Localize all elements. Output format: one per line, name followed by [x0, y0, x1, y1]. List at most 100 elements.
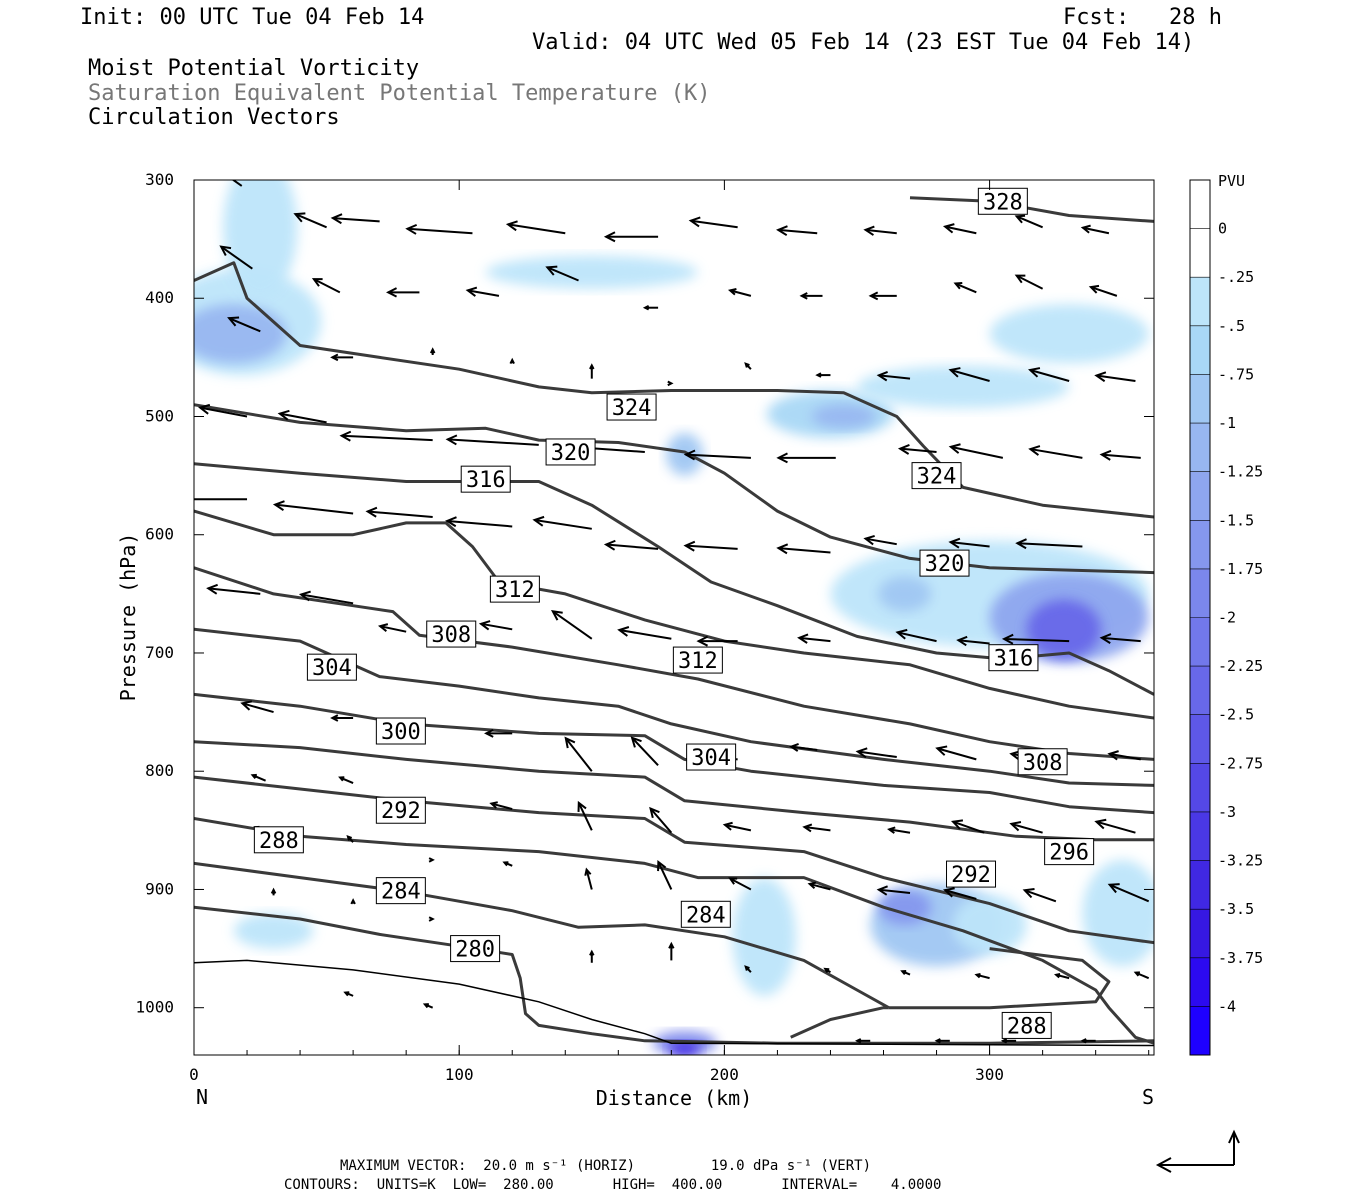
vector-head	[532, 515, 545, 527]
vector-shaft	[507, 223, 566, 235]
vector-head	[603, 231, 616, 243]
contour-label: 304	[691, 746, 731, 771]
vector-shaft	[1096, 374, 1136, 383]
vector-shaft	[950, 369, 990, 382]
colorbar-label: -4	[1218, 997, 1236, 1015]
contour-label-box	[375, 796, 426, 824]
vector-head	[240, 700, 253, 711]
vector-head	[484, 728, 494, 738]
vector-shaft	[937, 747, 977, 761]
vector-shaft	[1090, 286, 1118, 297]
vector-head	[293, 212, 306, 223]
vector-head	[1099, 633, 1112, 644]
colorbar-bin	[1190, 714, 1210, 764]
vector-head	[683, 449, 696, 461]
vector-head	[377, 623, 389, 632]
vector-shaft	[685, 544, 738, 550]
vector-head	[1080, 224, 1091, 234]
x-tick-label: 200	[710, 1065, 739, 1084]
vector-head	[365, 506, 378, 518]
vector-head	[1028, 367, 1041, 378]
pv-blob	[194, 304, 287, 364]
max-vector-note: MAXIMUM VECTOR: 20.0 m s⁻¹ (HORIZ) 19.0 …	[340, 1158, 872, 1174]
vector-head	[657, 859, 667, 872]
contour-label-box	[375, 717, 426, 745]
vector-head	[895, 628, 908, 640]
pv-blob	[223, 180, 298, 299]
field-theta-title: Saturation Equivalent Potential Temperat…	[88, 81, 711, 106]
vector-shaft	[952, 820, 985, 834]
contour-label-box	[1001, 1011, 1052, 1039]
vector-shaft	[447, 438, 539, 446]
vector-head	[1014, 214, 1026, 224]
vector-shaft	[809, 882, 831, 891]
vector-shaft	[944, 889, 977, 900]
vector-head	[855, 1038, 862, 1044]
vector-head	[823, 967, 830, 973]
vector-head	[688, 216, 701, 228]
pv-colorbar: 0 -.25 -.5 -.75 -1 -1.25 -1.5 -1.75 -2 -2.25 -2.5 -…	[1189, 179, 1263, 1056]
vector-head	[339, 430, 352, 442]
vector-head	[338, 776, 345, 782]
vector-head	[943, 887, 955, 898]
vector-head	[1000, 1038, 1008, 1044]
vector-shaft	[619, 628, 672, 640]
vector-shaft	[407, 227, 473, 235]
vector-head	[1001, 633, 1014, 645]
vector-shaft	[341, 434, 433, 442]
vector-head	[876, 371, 888, 382]
vector-shaft	[865, 228, 897, 235]
vector-shaft	[565, 737, 593, 772]
vector-head	[974, 972, 981, 979]
vector-head	[346, 835, 353, 841]
vector-shaft	[1016, 274, 1044, 290]
vector-shaft	[649, 807, 673, 834]
pv-blob	[668, 1041, 701, 1055]
theta-contour	[194, 692, 1154, 815]
forecast-hour: Fcst: 28 h	[1063, 5, 1222, 30]
contour-label: 292	[951, 863, 991, 888]
contour-label-box	[680, 900, 731, 928]
vector-head	[617, 626, 630, 637]
vector-head	[863, 225, 875, 236]
colorbar-label: -1.75	[1218, 560, 1263, 578]
colorbar-bin	[1190, 909, 1210, 959]
colorbar-bin	[1190, 957, 1210, 1007]
vector-head	[445, 434, 458, 446]
vector-shaft	[878, 888, 911, 895]
colorbar-bin	[1190, 374, 1210, 424]
y-tick-label: 800	[145, 761, 174, 780]
vector-shaft	[1135, 971, 1150, 980]
vector-head	[1015, 538, 1027, 550]
colorbar-label: -3	[1218, 803, 1236, 821]
vector-head	[445, 516, 457, 528]
vector-head	[386, 287, 398, 298]
vector-head	[1107, 883, 1120, 894]
vector-head	[1133, 971, 1140, 977]
vector-head	[683, 540, 696, 552]
vector-shaft	[729, 289, 752, 297]
vector-head	[270, 887, 277, 894]
y-tick-label: 300	[145, 170, 174, 189]
contour-info-note: CONTOURS: UNITS=K LOW= 280.00 HIGH= 400.…	[284, 1177, 942, 1193]
theta-contour	[194, 566, 1154, 761]
vector-head	[1080, 1038, 1087, 1044]
pv-blob	[856, 365, 1070, 409]
vector-shaft	[729, 877, 752, 891]
vector-head	[789, 743, 799, 752]
vector-shaft	[534, 519, 592, 530]
colorbar-label: 0	[1218, 220, 1227, 238]
plot-frame	[193, 179, 1155, 1056]
theta-contour	[790, 1006, 889, 1039]
y-tick-label: 900	[145, 879, 174, 898]
init-time: Init: 00 UTC Tue 04 Feb 14	[80, 5, 425, 30]
vector-head	[948, 443, 961, 454]
y-tick-label: 400	[145, 288, 174, 307]
colorbar-bin	[1190, 423, 1210, 473]
contour-label-box	[911, 462, 962, 490]
colorbar-label: -.5	[1218, 317, 1245, 335]
contour-label: 284	[381, 880, 421, 905]
vector-shaft	[1011, 822, 1043, 834]
vector-shaft	[791, 745, 818, 751]
vector-shaft	[631, 737, 659, 766]
